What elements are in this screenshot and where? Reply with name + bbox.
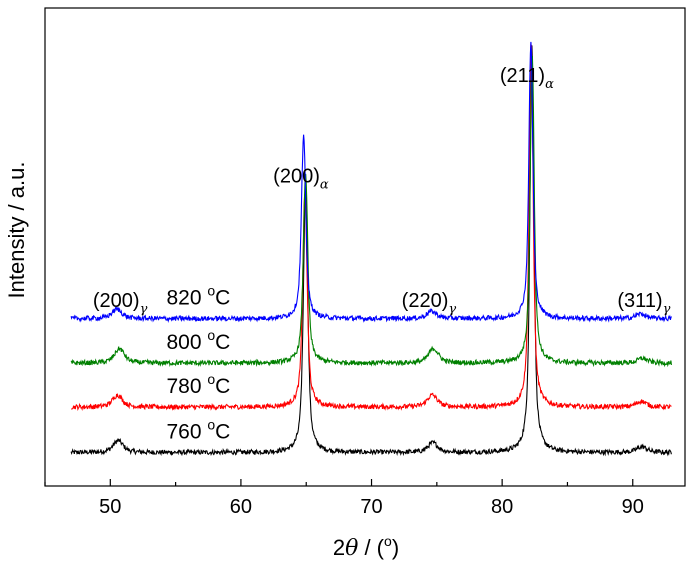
x-axis-label: 2θ / (o) (333, 533, 399, 561)
series-line-1 (70, 43, 672, 412)
peak-label-0: (200)γ (93, 290, 148, 317)
plot-frame (44, 7, 686, 487)
peak-label-4: (311)γ (617, 290, 670, 317)
x-tick-label: 50 (99, 496, 121, 518)
x-tick-label: 70 (360, 496, 382, 518)
series-line-2 (70, 55, 672, 368)
temp-label-0: 760 oC (166, 417, 230, 444)
peak-label-1: (200)α (273, 166, 329, 193)
temp-label-1: 780 oC (166, 371, 230, 398)
x-tick-label: 80 (491, 496, 513, 518)
temp-label-3: 820 oC (166, 283, 230, 310)
peak-label-3: (211)α (500, 65, 554, 92)
x-tick-label: 60 (230, 496, 252, 518)
temp-label-2: 800 oC (166, 327, 230, 354)
series-layer (70, 41, 672, 457)
x-tick-label: 90 (622, 496, 644, 518)
x-axis-label-suffix: ) (392, 535, 399, 560)
x-axis-label-degree: o (384, 533, 392, 549)
series-line-0 (70, 45, 672, 457)
peak-label-2: (220)γ (402, 290, 457, 317)
x-axis-label-theta: θ (345, 536, 358, 561)
temperature-labels: 760 oC 780 oC 800 oC 820 oC (166, 283, 230, 444)
peak-labels: (200)γ (200)α (220)γ (211)α (311)γ (93, 65, 671, 317)
series-line-3 (70, 41, 672, 323)
y-axis-label: Intensity / a.u. (4, 162, 29, 299)
x-ticks: 50 60 70 80 90 (44, 479, 644, 518)
x-axis-label-prefix: 2 (333, 535, 345, 560)
x-axis-label-mid: / ( (358, 535, 384, 560)
